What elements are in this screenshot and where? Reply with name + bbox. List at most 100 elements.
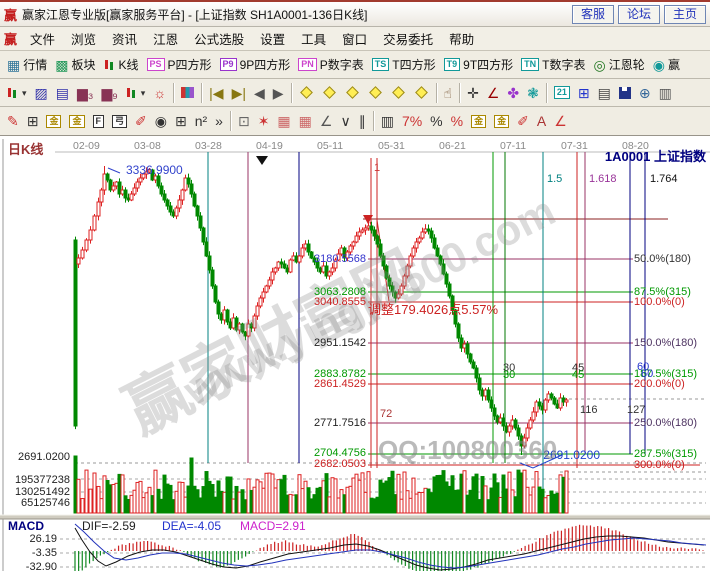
t-table-button[interactable]: TN T数字表: [517, 53, 589, 76]
menu-item-7[interactable]: 窗口: [342, 33, 368, 47]
box-frame-tool[interactable]: ⊡: [237, 113, 250, 129]
date-axis-label: 07-31: [561, 140, 588, 152]
price-label: 2704.4756: [314, 446, 366, 459]
diamond-tool-6[interactable]: [410, 81, 433, 104]
price-label: 2951.1542: [314, 336, 366, 349]
hand-tool[interactable]: ☝: [443, 84, 453, 101]
diamond-tool-5[interactable]: [387, 81, 410, 104]
kline-button[interactable]: K线: [100, 53, 143, 76]
menu-item-5[interactable]: 设置: [260, 33, 286, 47]
diamond-tool-3[interactable]: [341, 81, 364, 104]
price-label: 3063.2808: [314, 285, 366, 298]
export-icon[interactable]: ⊕: [638, 84, 651, 101]
red-rays-tool[interactable]: ✶: [257, 113, 270, 129]
more-chevron[interactable]: »: [215, 113, 223, 129]
stock-pattern-icon[interactable]: ☼: [153, 84, 167, 101]
gold-grid-tool[interactable]: 金: [42, 110, 65, 133]
menu-item-6[interactable]: 工具: [301, 33, 327, 47]
count-label: 45: [572, 368, 585, 381]
count-label: 60: [641, 367, 654, 380]
go-first-button[interactable]: |◀: [209, 84, 224, 101]
wave-v-tool[interactable]: ∨: [340, 113, 351, 129]
calculator-icon[interactable]: ⊞: [577, 84, 590, 101]
grid-tool[interactable]: ⊞: [26, 113, 39, 129]
bars-3-icon[interactable]: ▆₃: [77, 84, 94, 101]
stats-chart-tool[interactable]: ▥: [380, 113, 394, 129]
pct-label: 100.0%(0): [634, 295, 685, 308]
service-button[interactable]: 客服: [572, 4, 614, 24]
notepad-icon[interactable]: ▤: [597, 84, 611, 101]
percent-tool[interactable]: %: [430, 113, 443, 129]
cycle-tool-teal[interactable]: ❃: [527, 84, 539, 101]
pen-chart-tool[interactable]: ✐: [135, 113, 147, 129]
diamond-tool-2[interactable]: [318, 81, 341, 104]
pct-label: 50.0%(180): [634, 252, 691, 265]
gold-grid-tool-2[interactable]: 金: [65, 110, 88, 133]
prev-button[interactable]: ◀: [253, 84, 265, 101]
price-label: 3040.8555: [314, 295, 366, 308]
quotes-button[interactable]: ▦ 行情: [7, 56, 48, 73]
flag-colored-icon[interactable]: [177, 81, 198, 104]
info-list-icon[interactable]: ▤: [55, 84, 69, 101]
t-square-button[interactable]: TS T四方形: [368, 53, 440, 76]
hash-grid-tool[interactable]: ⊞: [174, 113, 187, 129]
p9-square-button[interactable]: P9 9P四方形: [216, 53, 295, 76]
red-fan-tool[interactable]: ▦: [277, 113, 291, 129]
red-net-tool[interactable]: ▦: [298, 113, 312, 129]
macd-macd-label: MACD=2.91: [240, 519, 306, 533]
pct-label: 200.0%(0): [634, 377, 685, 390]
bow-grid-tool[interactable]: 弓: [108, 110, 131, 133]
kline-style-dropdown[interactable]: ▾: [3, 81, 31, 104]
home-button[interactable]: 主页: [664, 4, 706, 24]
percent-7-tool[interactable]: 7%: [401, 113, 423, 129]
n2-tool[interactable]: n²: [194, 113, 208, 129]
pattern-search-icon[interactable]: ▨: [34, 84, 48, 101]
parallel-lines-tool[interactable]: ∥: [358, 113, 366, 129]
menu-item-4[interactable]: 公式选股: [194, 33, 245, 47]
count-label: 30: [503, 361, 516, 374]
ratio-label: 1.618: [589, 172, 617, 185]
sectors-button[interactable]: ▩ 板块: [55, 56, 96, 73]
t9-square-button[interactable]: T9 9T四方形: [440, 53, 518, 76]
angle-tool[interactable]: ∠: [486, 84, 500, 101]
p-table-button[interactable]: PN P数字表: [294, 53, 368, 76]
single-candle-dropdown[interactable]: ▾: [122, 81, 150, 104]
menu-item-0[interactable]: 文件: [30, 33, 56, 47]
candle-pen-tool[interactable]: ✐: [517, 113, 529, 129]
gann-wheel-button[interactable]: ◎ 江恩轮: [593, 56, 645, 73]
count-label: 127: [627, 403, 646, 416]
crosshair-tool[interactable]: ✛: [467, 84, 479, 101]
angle-lines-tool[interactable]: ∠: [319, 113, 333, 129]
forum-button[interactable]: 论坛: [618, 4, 660, 24]
save-icon[interactable]: [615, 81, 635, 104]
diamond-tool-4[interactable]: [364, 81, 387, 104]
menu-item-2[interactable]: 资讯: [112, 33, 138, 47]
a-wave-tool[interactable]: A: [536, 113, 547, 129]
percent-line-tool[interactable]: %: [450, 113, 464, 129]
menu-item-1[interactable]: 浏览: [71, 33, 97, 47]
menu-item-3[interactable]: 江恩: [153, 33, 179, 47]
macd-scale-label: -32.90: [25, 560, 57, 571]
p-square-button[interactable]: PS P四方形: [143, 53, 216, 76]
next-button[interactable]: ▶: [272, 84, 284, 101]
calendar-icon[interactable]: 21: [550, 81, 574, 104]
bars-9-icon[interactable]: ▆₉: [101, 84, 118, 101]
big-win-button[interactable]: ◉ 赢: [652, 56, 680, 73]
print-icon[interactable]: ▥: [658, 84, 672, 101]
sectors-button-label: 板块: [71, 58, 96, 72]
gold-line-tool[interactable]: 金: [490, 110, 513, 133]
f-grid-tool[interactable]: F: [89, 110, 109, 133]
gold-circle-tool[interactable]: 金: [467, 110, 490, 133]
menu-item-9[interactable]: 帮助: [449, 33, 475, 47]
menu-item-8[interactable]: 交易委托: [383, 33, 434, 47]
pen-tool[interactable]: ✎: [7, 113, 19, 129]
diamond-tool-1[interactable]: [295, 81, 318, 104]
angle-j-tool[interactable]: ∠: [554, 113, 567, 129]
gann-tool-purple[interactable]: ✤: [507, 84, 520, 101]
chart-canvas[interactable]: [0, 139, 710, 571]
chart-area[interactable]: 赢家财富网 www.yingjia500.com 02-09 03-08 03-28 04…: [0, 139, 710, 571]
date-axis-label: 04-19: [256, 140, 283, 152]
circle-tool[interactable]: ◉: [154, 113, 167, 129]
go-last-button[interactable]: ▶|: [231, 84, 246, 101]
pct-label: 150.0%(180): [634, 336, 697, 349]
